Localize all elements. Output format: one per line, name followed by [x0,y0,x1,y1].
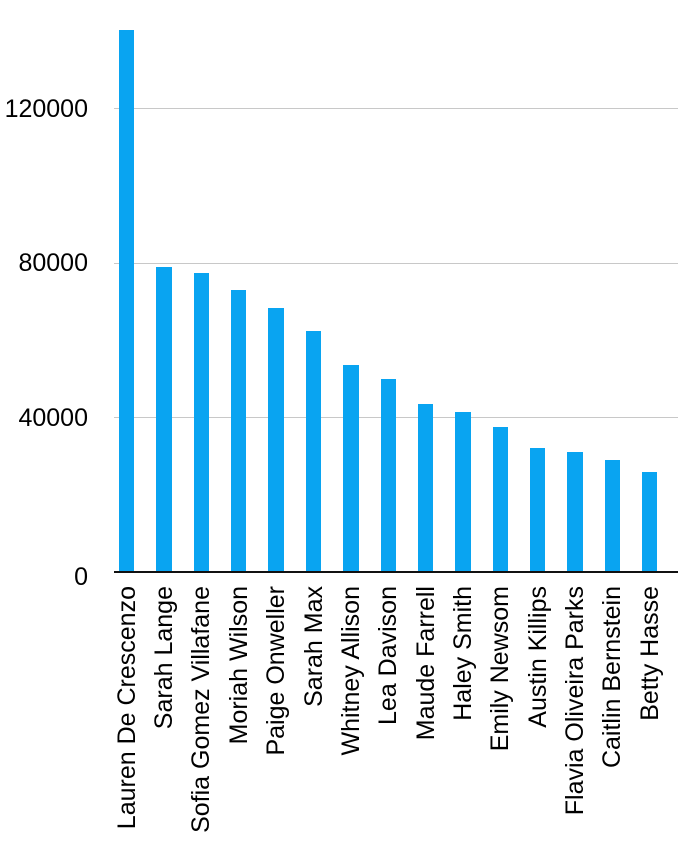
x-axis-line [114,571,678,573]
bar [119,29,135,572]
y-gridline [114,108,678,110]
bar [193,272,210,572]
bar [417,404,434,572]
bar [529,448,546,572]
y-axis-tick-label: 80000 [18,249,88,278]
x-category-label: Flavia Oliveira Parks [561,586,590,816]
x-category-label: Lea Davison [374,586,403,725]
bar [305,330,322,572]
x-category-label: Betty Hasse [635,586,664,721]
y-axis-tick-label: 120000 [4,94,88,123]
bar [380,379,396,572]
x-category-label: Caitlin Bernstein [598,586,627,769]
x-category-label: Sarah Max [299,586,328,707]
bar [455,411,471,572]
x-category-label: Paige Onweller [262,586,291,756]
bar [567,452,583,572]
bar [642,471,658,572]
x-category-label: Emily Newsom [486,586,515,752]
bar [231,290,247,572]
bar [604,460,621,572]
x-category-label: Haley Smith [448,586,477,721]
x-category-label: Austin Killips [523,586,552,728]
x-category-label: Whitney Allison [336,586,365,756]
bar [492,427,508,572]
y-gridline [114,417,678,419]
x-category-label: Maude Farrell [411,586,440,741]
x-category-label: Sarah Lange [150,586,179,730]
bar [343,365,359,572]
x-category-label: Moriah Wilson [224,586,253,745]
bar [156,267,172,572]
bar [268,307,284,572]
y-gridline [114,262,678,264]
x-category-label: Lauren De Crescenzo [112,586,141,830]
y-axis-tick-label: 0 [74,563,88,591]
x-category-label: Sofia Gomez Villafane [187,586,216,833]
y-axis-tick-label: 40000 [18,403,88,432]
